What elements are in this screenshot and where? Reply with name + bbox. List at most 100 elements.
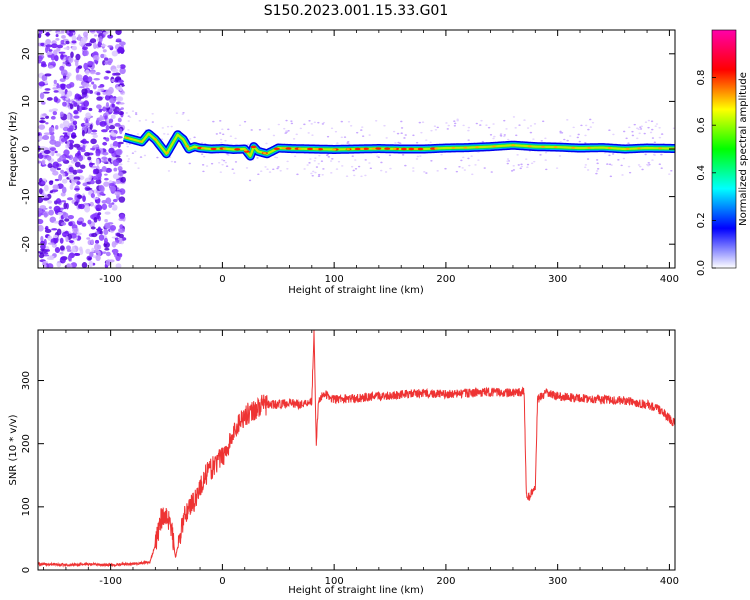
noise-speck — [94, 249, 100, 254]
halo-speck — [161, 127, 165, 129]
halo-speck — [389, 167, 392, 170]
noise-speck — [56, 228, 62, 236]
halo-speck — [311, 174, 314, 177]
halo-speck — [444, 167, 447, 170]
noise-speck — [38, 135, 43, 142]
halo-speck — [134, 150, 137, 153]
noise-speck — [88, 257, 92, 261]
ridge-peak — [234, 148, 241, 151]
halo-speck — [475, 122, 479, 125]
halo-speck — [481, 140, 484, 143]
halo-speck — [404, 134, 407, 136]
noise-speck — [109, 97, 116, 104]
halo-speck — [317, 175, 321, 177]
halo-speck — [347, 143, 351, 145]
halo-speck — [187, 119, 190, 122]
halo-speck — [394, 142, 397, 144]
noise-speck — [116, 64, 121, 69]
noise-speck — [111, 248, 119, 254]
halo-speck — [608, 129, 611, 132]
noise-speck — [56, 44, 64, 49]
noise-speck — [40, 235, 44, 243]
halo-speck — [277, 166, 280, 168]
noise-speck — [104, 247, 110, 251]
ridge-spot — [185, 145, 190, 148]
noise-speck — [115, 38, 122, 42]
y-tick-label: 0 — [21, 567, 32, 573]
noise-speck — [54, 141, 61, 148]
halo-speck — [644, 121, 648, 124]
x-axis-ticks-bottom: -100 0 100 200 300 400 — [43, 330, 679, 587]
noise-speck — [101, 165, 107, 172]
ridge-spot — [243, 149, 248, 152]
halo-speck — [627, 142, 630, 145]
halo-speck — [467, 126, 471, 129]
halo-speck — [430, 129, 433, 132]
noise-speck — [99, 120, 107, 127]
halo-speck — [545, 168, 548, 171]
noise-speck — [59, 111, 64, 118]
noise-speck — [64, 218, 70, 222]
halo-speck — [647, 161, 650, 164]
noise-speck — [103, 228, 109, 236]
noise-speck — [40, 244, 46, 250]
noise-speck — [105, 259, 112, 266]
noise-speck — [105, 197, 112, 205]
noise-speck — [87, 60, 94, 66]
noise-speck — [112, 159, 120, 167]
halo-speck — [222, 159, 226, 162]
halo-speck — [609, 175, 613, 178]
noise-speck — [75, 66, 80, 74]
halo-speck — [523, 119, 526, 121]
halo-speck — [232, 172, 236, 174]
noise-speck — [79, 164, 86, 169]
halo-speck — [355, 131, 359, 134]
halo-speck — [231, 168, 234, 170]
x-tick-label: 100 — [325, 576, 344, 587]
noise-speck — [102, 106, 107, 112]
noise-speck — [116, 108, 122, 112]
noise-speck — [115, 155, 121, 158]
noise-speck — [61, 186, 67, 194]
noise-speck — [52, 170, 59, 176]
noise-speck — [65, 263, 73, 268]
snr-panel: -100 0 100 200 300 400 0 100 200 300 Height of s… — [8, 329, 679, 596]
halo-speck — [336, 142, 339, 144]
noise-speck — [38, 188, 43, 195]
halo-speck — [221, 128, 224, 131]
halo-speck — [625, 137, 628, 140]
noise-speck — [109, 224, 117, 231]
noise-speck — [103, 181, 110, 187]
halo-speck — [361, 126, 364, 128]
halo-speck — [515, 134, 518, 137]
noise-speck — [59, 251, 64, 255]
halo-speck — [126, 155, 129, 157]
halo-speck — [636, 137, 639, 140]
noise-speck — [66, 245, 71, 251]
halo-speck — [434, 128, 438, 131]
ridge-peak — [384, 147, 391, 150]
ridge-spot — [571, 146, 576, 149]
noise-speck — [75, 60, 79, 67]
ridge-spot — [315, 148, 319, 151]
halo-speck — [639, 128, 643, 130]
noise-speck — [63, 149, 70, 156]
noise-speck — [120, 176, 126, 183]
noise-speck — [81, 138, 87, 145]
noise-speck — [101, 199, 107, 204]
halo-speck — [572, 126, 575, 129]
halo-speck — [596, 168, 600, 170]
noise-speck — [104, 219, 108, 223]
halo-speck — [313, 159, 316, 162]
halo-speck — [135, 113, 138, 116]
noise-speck — [92, 134, 98, 138]
halo-speck — [652, 153, 656, 156]
halo-speck — [643, 132, 646, 135]
halo-speck — [425, 139, 428, 141]
noise-speck — [77, 65, 83, 69]
noise-speck — [88, 107, 93, 112]
x-tick-label: 200 — [436, 576, 455, 587]
halo-speck — [647, 119, 651, 122]
noise-speck — [38, 55, 43, 62]
halo-speck — [272, 168, 275, 171]
